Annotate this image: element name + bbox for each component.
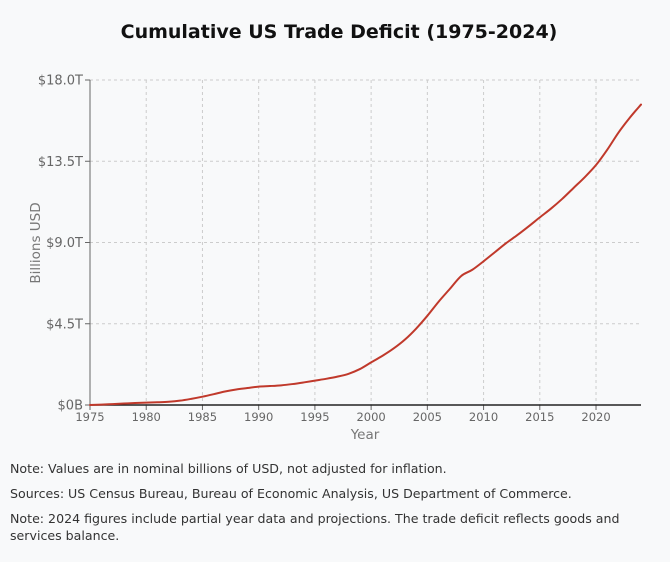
x-tick-label: 2020 (581, 410, 610, 424)
note-partial-year: Note: 2024 figures include partial year … (10, 511, 620, 543)
line-chart: Cumulative US Trade Deficit (1975-2024) … (28, 21, 642, 443)
axes (85, 79, 641, 410)
x-tick-label: 2000 (356, 410, 385, 424)
series-layer (89, 103, 642, 406)
x-tick-label: 2010 (469, 410, 498, 424)
series-line-cumulative-trade-deficit (89, 103, 642, 406)
chart-notes: Note: Values are in nominal billions of … (10, 460, 660, 552)
x-axis-label: Year (350, 427, 380, 443)
y-tick-label: $13.5T (38, 155, 83, 170)
x-tick-label: 1990 (244, 410, 273, 424)
chart-container: Cumulative US Trade Deficit (1975-2024) … (28, 21, 642, 443)
y-tick-label: $9.0T (46, 236, 83, 251)
x-tick-label: 1975 (75, 410, 104, 424)
x-tick-label: 1980 (132, 410, 161, 424)
x-tick-label: 2015 (525, 410, 554, 424)
x-tick-label: 2005 (413, 410, 442, 424)
chart-title: Cumulative US Trade Deficit (1975-2024) (121, 21, 558, 43)
tick-labels: $0B $4.5T $9.0T $13.5T $18.0T 1975 1980 1985 199… (38, 74, 611, 425)
note-inflation: Note: Values are in nominal billions of … (10, 461, 447, 476)
grid (90, 79, 641, 405)
x-tick-label: 1985 (188, 410, 217, 424)
y-tick-label: $4.5T (46, 317, 83, 332)
y-axis-label: Billions USD (28, 202, 44, 283)
x-tick-label: 1995 (300, 410, 329, 424)
y-tick-label: $18.0T (38, 74, 83, 89)
y-tick-label: $0B (58, 399, 83, 414)
note-sources: Sources: US Census Bureau, Bureau of Eco… (10, 486, 572, 501)
